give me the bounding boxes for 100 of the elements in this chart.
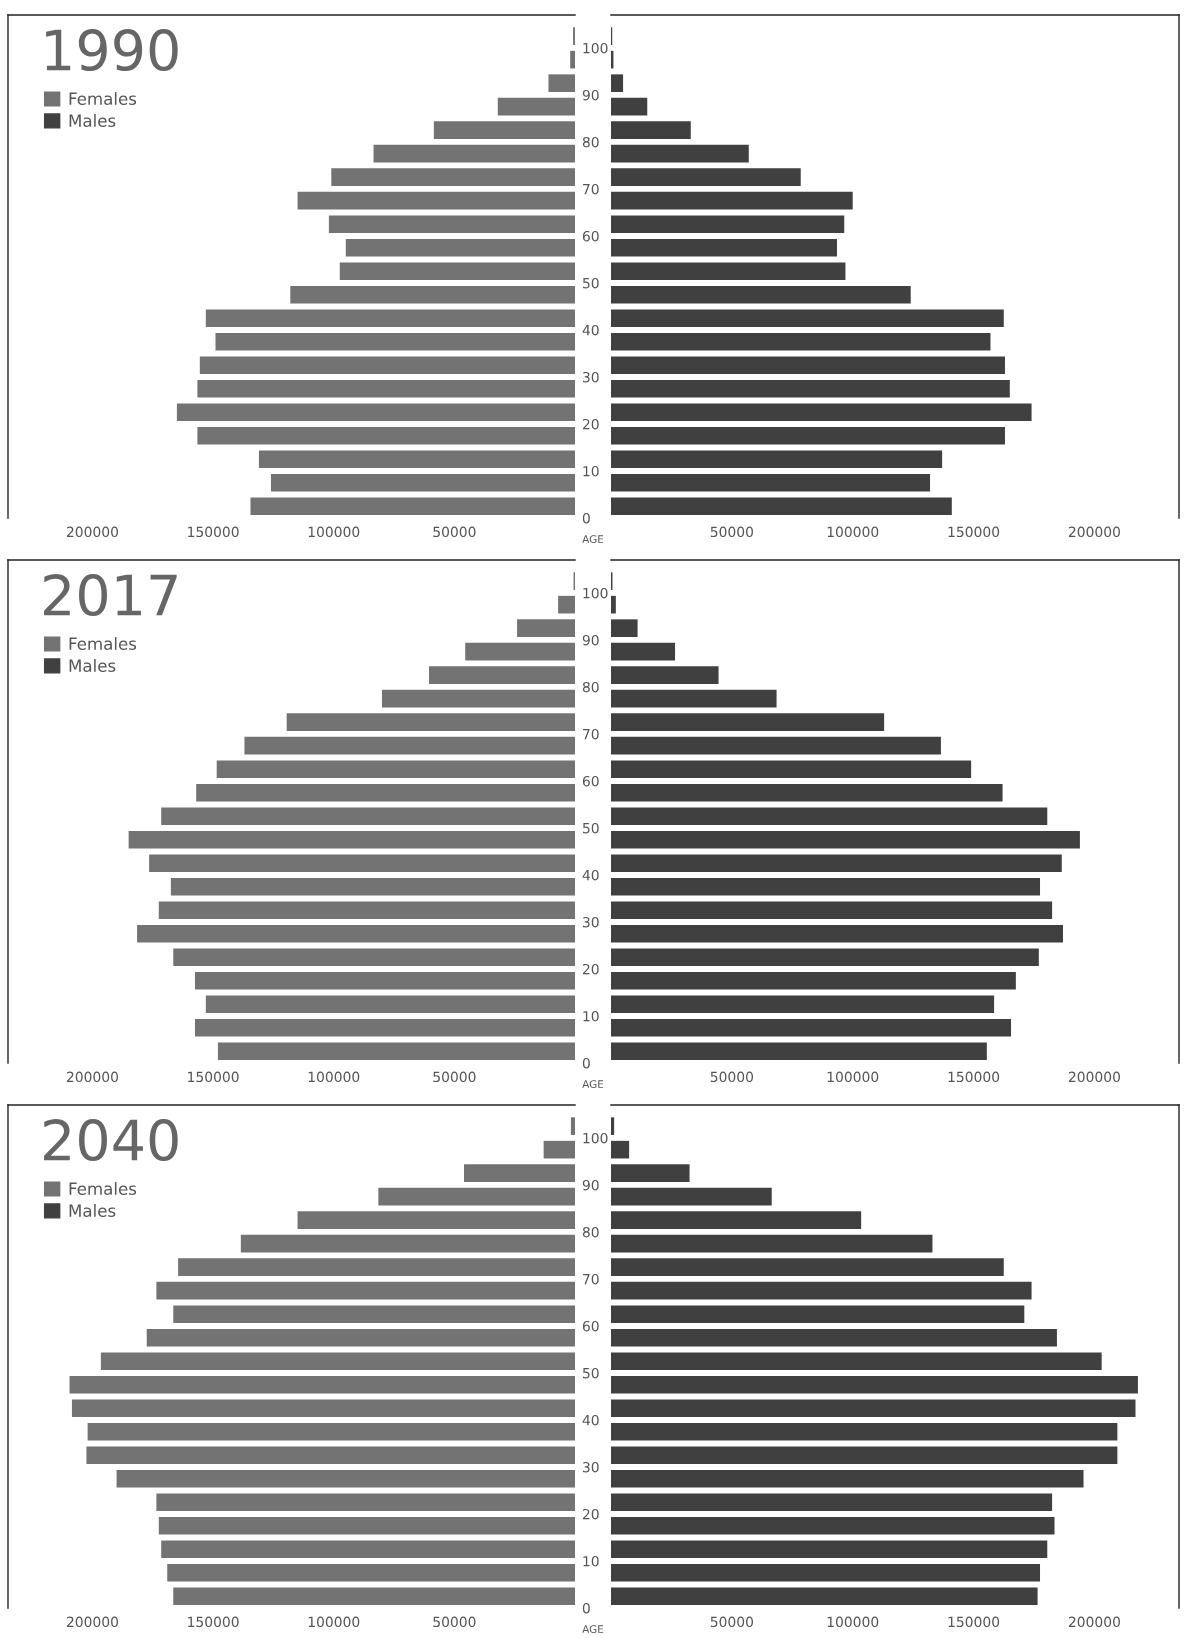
bar <box>548 74 575 92</box>
bar <box>464 1164 575 1182</box>
y-tick-label: 10 <box>583 465 599 477</box>
bar <box>611 121 691 139</box>
bar <box>611 191 853 210</box>
bar <box>170 877 575 896</box>
bar <box>611 736 941 755</box>
y-tick-label: 70 <box>583 1273 599 1285</box>
x-tick-label: 50000 <box>710 526 754 538</box>
bar <box>611 497 952 516</box>
bar <box>611 215 845 234</box>
bar <box>611 666 719 684</box>
legend-label: Males <box>69 114 116 127</box>
x-tick-label: 50000 <box>433 1616 476 1628</box>
bar <box>149 854 575 873</box>
bar <box>194 1018 575 1037</box>
x-tick-label: 100000 <box>827 1616 879 1628</box>
bar <box>611 1493 1053 1512</box>
bar <box>611 854 1062 873</box>
bar <box>611 1352 1102 1371</box>
x-tick-label: 100000 <box>308 1616 360 1628</box>
bar <box>297 191 575 210</box>
bar <box>433 121 575 139</box>
bar <box>611 1587 1038 1606</box>
y-tick-label: 30 <box>583 1461 599 1473</box>
x-tick-label: 200000 <box>1068 526 1120 538</box>
y-tick-label: 40 <box>582 324 599 336</box>
bar <box>611 689 777 708</box>
bar <box>158 901 575 920</box>
bar <box>146 1328 575 1347</box>
bar <box>167 1563 575 1582</box>
y-tick-label: 70 <box>583 183 599 195</box>
bar <box>161 807 575 826</box>
bar <box>328 215 575 234</box>
chart-title: 2040 <box>44 1119 178 1162</box>
y-axis-title: AGE <box>582 1080 604 1089</box>
bar <box>570 50 575 69</box>
bar <box>517 619 575 637</box>
x-tick-label: 100000 <box>827 1071 879 1083</box>
y-tick-label: 90 <box>582 1179 599 1191</box>
bar <box>611 1399 1136 1418</box>
bar <box>611 830 1080 849</box>
bar <box>258 450 575 469</box>
bar <box>128 830 575 849</box>
bar <box>611 901 1053 920</box>
bar <box>611 713 885 731</box>
bar <box>176 403 575 422</box>
bar <box>178 1258 575 1276</box>
y-tick-label: 50 <box>583 1367 599 1379</box>
bar <box>570 1117 575 1135</box>
x-tick-label: 200000 <box>1068 1616 1120 1628</box>
y-tick-label: 40 <box>582 1414 599 1426</box>
y-tick-label: 80 <box>582 136 599 148</box>
bar <box>611 356 1005 375</box>
y-tick-label: 100 <box>583 1132 608 1144</box>
x-tick-label: 200000 <box>66 1616 119 1628</box>
bar <box>611 1117 615 1135</box>
bar <box>611 309 1004 328</box>
bar <box>611 783 1003 802</box>
bar <box>161 1540 575 1559</box>
y-tick-label: 20 <box>582 418 599 430</box>
x-tick-label: 150000 <box>948 1616 1000 1628</box>
x-tick-label: 100000 <box>308 1071 360 1083</box>
y-tick-label: 0 <box>582 512 590 524</box>
y-tick-label: 80 <box>582 681 599 693</box>
bar <box>216 760 575 779</box>
x-tick-label: 50000 <box>433 1071 476 1083</box>
bar <box>86 1446 575 1465</box>
bar <box>244 736 575 755</box>
x-tick-label: 150000 <box>188 1071 239 1083</box>
y-axis-title: AGE <box>582 535 604 544</box>
bar <box>611 1187 772 1206</box>
y-tick-label: 90 <box>582 634 599 646</box>
bar <box>217 1042 575 1061</box>
bar <box>611 1305 1025 1324</box>
y-tick-label: 20 <box>582 1508 599 1520</box>
bar <box>205 995 575 1014</box>
legend-label: Females <box>69 1182 137 1195</box>
bar <box>611 948 1039 967</box>
bar <box>173 1305 575 1324</box>
y-tick-label: 40 <box>582 869 599 881</box>
x-tick-label: 100000 <box>308 526 360 538</box>
bar <box>611 1164 690 1182</box>
y-tick-label: 10 <box>583 1010 599 1022</box>
y-tick-label: 30 <box>583 916 599 928</box>
bar <box>611 1328 1057 1347</box>
y-tick-label: 30 <box>583 371 599 383</box>
y-tick-label: 70 <box>583 728 599 740</box>
bar <box>250 497 575 516</box>
bar <box>611 1375 1138 1394</box>
bar <box>611 238 837 257</box>
y-tick-label: 60 <box>582 230 599 242</box>
y-tick-label: 0 <box>582 1602 590 1614</box>
bar <box>611 1540 1048 1559</box>
y-tick-label: 80 <box>582 1226 599 1238</box>
bar <box>611 403 1032 422</box>
bar <box>611 379 1010 398</box>
bar <box>339 262 575 281</box>
x-tick-label: 200000 <box>66 526 119 538</box>
bar <box>611 924 1063 943</box>
